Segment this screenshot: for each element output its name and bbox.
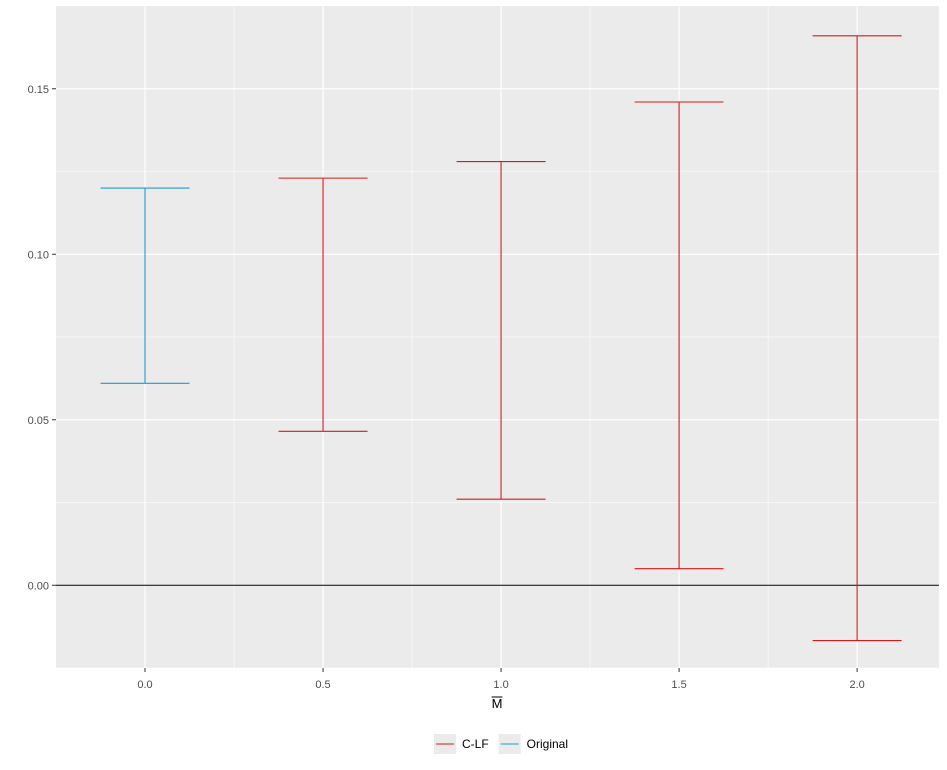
- errorbar-original: [100, 187, 190, 384]
- error-bars: [100, 35, 902, 642]
- errorbar-c-lf: [456, 161, 546, 500]
- errorbar-c-lf: [278, 177, 368, 432]
- legend-label: C-LF: [462, 737, 489, 751]
- x-tick-label: 0.0: [137, 679, 152, 691]
- grid-minor: [56, 6, 939, 669]
- legend-item: C-LF: [434, 734, 489, 754]
- x-axis-title: M: [492, 696, 503, 711]
- x-tick-label: 1.0: [493, 679, 508, 691]
- x-tick-label: 2.0: [849, 679, 864, 691]
- y-tick-label: 0.05: [28, 415, 49, 427]
- legend: C-LF Original: [434, 734, 568, 754]
- y-axis: 0.00 0.05 0.10 0.15: [28, 84, 56, 592]
- legend-item: Original: [498, 734, 568, 754]
- errorbar-c-lf: [812, 35, 902, 642]
- y-tick-label: 0.00: [28, 580, 49, 592]
- errorbar-c-lf: [634, 101, 724, 570]
- y-tick-label: 0.10: [28, 249, 49, 261]
- x-tick-label: 0.5: [315, 679, 330, 691]
- x-axis: 0.0 0.5 1.0 1.5 2.0: [137, 668, 865, 691]
- legend-label: Original: [527, 737, 568, 751]
- x-tick-label: 1.5: [671, 679, 686, 691]
- y-tick-label: 0.15: [28, 84, 49, 96]
- x-axis-title-group: M: [491, 696, 503, 711]
